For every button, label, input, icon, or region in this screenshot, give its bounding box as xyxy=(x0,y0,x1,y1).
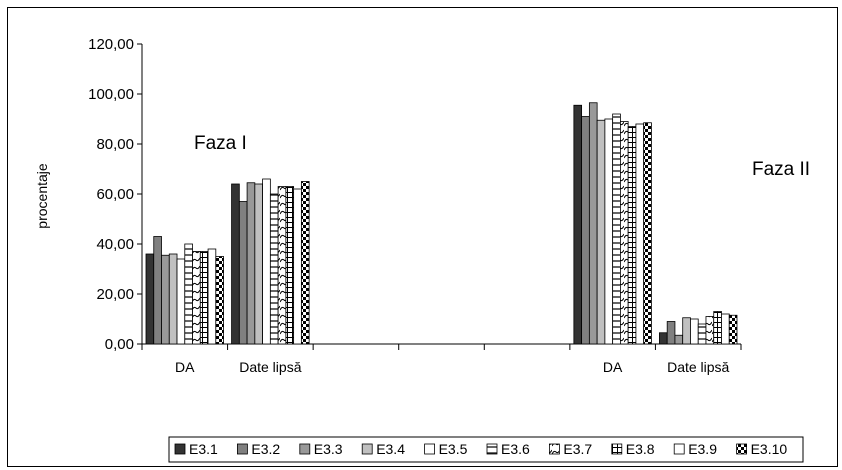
legend-swatch xyxy=(174,443,186,455)
legend-swatch xyxy=(299,443,311,455)
bar-E3-7 xyxy=(277,186,287,345)
legend-label: E3.5 xyxy=(439,441,468,457)
bar-E3-6 xyxy=(269,193,279,345)
legend-label: E3.6 xyxy=(501,441,530,457)
bar-E3-10 xyxy=(215,256,224,345)
chart-frame xyxy=(7,7,838,467)
bar-E3-2 xyxy=(666,321,676,345)
legend-label: E3.3 xyxy=(314,441,343,457)
bar-E3-8 xyxy=(199,251,209,345)
bar-E3-4 xyxy=(168,253,178,345)
bar-E3-2 xyxy=(238,201,248,345)
bars xyxy=(145,102,738,345)
bar-E3-10 xyxy=(300,181,310,345)
legend-swatch xyxy=(424,443,436,455)
bar-E3-3 xyxy=(161,254,170,345)
legend-label: E3.8 xyxy=(626,441,655,457)
legend-label: E3.1 xyxy=(189,441,218,457)
legend-swatch xyxy=(549,443,560,455)
bar-E3-6 xyxy=(612,113,621,345)
legend-swatch xyxy=(486,443,498,455)
legend: E3.1 E3.2 E3.3 E3.4 E3.5 E3.6 E3.7 E3.8 E3.9 E3.1… xyxy=(168,436,804,463)
x-tick-label: Date lipsă xyxy=(239,359,301,375)
bar-E3-9 xyxy=(207,248,217,345)
bar-E3-5 xyxy=(604,118,614,345)
x-tick-labels: DA Date lipsă DA Date lipsă xyxy=(175,359,729,375)
bar-E3-6 xyxy=(184,243,193,345)
bar-E3-3 xyxy=(674,334,684,345)
legend-swatch xyxy=(611,443,623,455)
legend-swatch xyxy=(673,443,685,455)
bar-E3-4 xyxy=(254,183,263,345)
legend-swatch xyxy=(736,443,747,455)
bar-E3-9 xyxy=(635,123,645,345)
y-tick-label: 20,00 xyxy=(96,286,134,303)
y-tick-label: 0,00 xyxy=(105,336,134,353)
legend-label: E3.10 xyxy=(751,441,788,457)
bar-E3-10 xyxy=(643,122,652,345)
y-tick-label: 80,00 xyxy=(96,136,134,153)
axes: 0,00 20,00 40,00 60,00 80,00 100,00 120,00 xyxy=(88,36,742,353)
bar-E3-1 xyxy=(145,253,155,345)
x-tick-label: DA xyxy=(603,359,623,375)
bar-E3-8 xyxy=(285,186,295,345)
bar-E3-1 xyxy=(231,183,240,345)
bar-E3-7 xyxy=(620,121,629,345)
legend-label: E3.9 xyxy=(688,441,717,457)
bar-E3-5 xyxy=(176,258,186,345)
legend-label: E3.7 xyxy=(563,441,592,457)
y-tick-label: 60,00 xyxy=(96,186,134,203)
y-tick-label: 40,00 xyxy=(96,236,134,253)
y-axis-label: procentaje xyxy=(34,163,50,229)
bar-E3-9 xyxy=(721,313,730,345)
bar-E3-5 xyxy=(262,178,271,345)
legend-swatch xyxy=(236,443,248,455)
annotation-faza-1: Faza I xyxy=(194,133,247,154)
legend-swatch xyxy=(361,443,373,455)
bar-E3-4 xyxy=(682,317,691,345)
y-tick-label: 120,00 xyxy=(88,36,134,53)
x-tick-label: Date lipsă xyxy=(667,359,729,375)
bar-E3-5 xyxy=(690,318,699,345)
bar-E3-1 xyxy=(659,332,668,345)
bar-E3-8 xyxy=(627,126,637,345)
bar-E3-7 xyxy=(192,251,201,345)
bar-E3-4 xyxy=(596,119,606,345)
legend-label: E3.2 xyxy=(251,441,280,457)
bar-E3-6 xyxy=(697,323,707,345)
bar-E3-2 xyxy=(153,236,162,345)
x-tick-label: DA xyxy=(175,359,195,375)
bar-E3-1 xyxy=(573,104,583,345)
bar-E3-3 xyxy=(246,182,256,345)
bar-E3-2 xyxy=(581,116,590,345)
bar-E3-7 xyxy=(705,316,715,345)
legend-label: E3.4 xyxy=(376,441,405,457)
bar-E3-10 xyxy=(728,314,738,345)
bar-E3-3 xyxy=(588,102,598,345)
annotation-faza-2: Faza II xyxy=(752,159,810,180)
y-tick-label: 100,00 xyxy=(88,86,134,103)
legend-box xyxy=(168,436,804,463)
bar-E3-8 xyxy=(713,311,722,345)
bar-E3-9 xyxy=(293,188,302,345)
